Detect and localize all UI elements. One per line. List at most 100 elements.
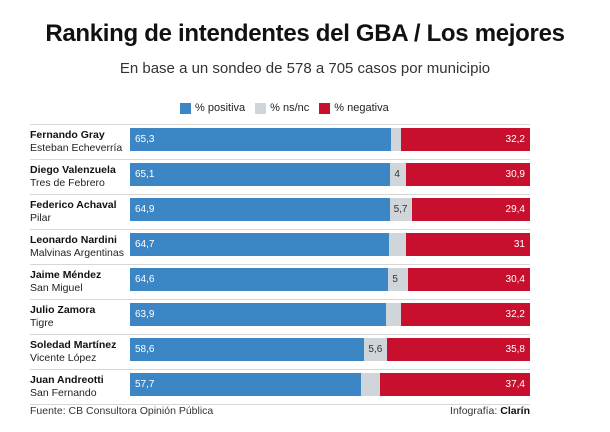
intendente-name: Diego Valenzuela [30,164,116,176]
bar-segment-negativa [408,268,530,291]
value-label-positiva: 63,9 [135,309,155,320]
value-label-negativa: 35,8 [505,344,525,355]
value-label-positiva: 64,7 [135,239,155,250]
bar-segment-nsnc [385,303,402,326]
value-label-positiva: 64,9 [135,204,155,215]
bar-segment-positiva [130,163,391,186]
intendente-name: Juan Andreotti [30,374,104,386]
bar-segment-nsnc [364,338,387,361]
bar-segment-nsnc [360,373,381,396]
row-label: Diego Valenzuela Tres de Febrero [30,164,128,190]
value-label-nsnc: 4 [394,169,400,180]
row-label: Julio Zamora Tigre [30,304,128,330]
bar-segment-nsnc [391,128,402,151]
stacked-bar: 63,9 32,2 [130,303,530,326]
legend-label-nsnc: % ns/nc [270,102,310,114]
footer-source: Fuente: CB Consultora Opinión Pública [30,405,214,417]
bar-segment-positiva [130,303,386,326]
row-label: Leonardo Nardini Malvinas Argentinas [30,234,128,260]
chart-row: Julio Zamora Tigre 63,9 32,2 [30,300,530,335]
chart-title: Ranking de intendentes del GBA / Los mej… [45,20,565,47]
legend-item-positiva: % positiva [180,102,245,114]
chart-row: Soledad Martínez Vicente López 58,6 5,6 35,8 [30,335,530,370]
bar-segment-nsnc [389,198,413,221]
value-label-nsnc: 5,6 [368,344,383,355]
bar-segment-negativa [401,128,530,151]
value-label-negativa: 30,4 [505,274,525,285]
stacked-bar: 64,6 5 30,4 [130,268,530,291]
footer-credit-name: Clarín [500,405,530,417]
municipio-name: Tigre [30,317,54,329]
municipio-name: Tres de Febrero [30,177,105,189]
chart-row: Diego Valenzuela Tres de Febrero 65,1 4 30,9 [30,160,530,195]
legend-label-negativa: % negativa [334,102,389,114]
value-label-nsnc: 5 [392,274,398,285]
bar-segment-positiva [130,128,392,151]
row-label: Soledad Martínez Vicente López [30,339,128,365]
chart-row: Jaime Méndez San Miguel 64,6 5 30,4 [30,265,530,300]
footer-credit: Infografía: Clarín [450,405,530,417]
bar-segment-negativa [406,163,530,186]
value-label-positiva: 65,1 [135,169,155,180]
bar-segment-negativa [406,233,530,256]
value-label-negativa: 31 [513,239,525,250]
row-label: Jaime Méndez San Miguel [30,269,128,295]
legend-swatch-nsnc [255,102,267,114]
municipio-name: San Miguel [30,282,83,294]
intendente-name: Fernando Gray [30,129,105,141]
legend: % positiva % ns/nc % negativa [180,102,399,114]
value-label-positiva: 65,3 [135,134,155,145]
value-label-positiva: 58,6 [135,344,155,355]
bar-segment-nsnc [388,233,406,256]
value-label-negativa: 29,4 [505,204,525,215]
chart-subtitle: En base a un sondeo de 578 a 705 casos p… [119,60,491,77]
intendente-name: Julio Zamora [30,304,96,316]
bar-segment-negativa [412,198,530,221]
stacked-bar: 65,3 32,2 [130,128,530,151]
stacked-bar: 58,6 5,6 35,8 [130,338,530,361]
intendente-name: Leonardo Nardini [30,234,117,246]
legend-item-nsnc: % ns/nc [255,102,309,114]
chart-row: Fernando Gray Esteban Echeverría 65,3 32,2 [30,124,530,160]
value-label-positiva: 64,6 [135,274,155,285]
chart-row: Leonardo Nardini Malvinas Argentinas 64,7 3… [30,230,530,265]
intendente-name: Jaime Méndez [30,269,102,281]
row-label: Federico Achaval Pilar [30,199,128,225]
value-label-negativa: 32,2 [505,134,525,145]
value-label-negativa: 37,4 [505,379,525,390]
footer-credit-prefix: Infografía: [450,405,498,417]
bar-segment-positiva [130,268,389,291]
bar-segment-positiva [130,373,361,396]
municipio-name: Vicente López [30,352,97,364]
value-label-negativa: 30,9 [505,169,525,180]
legend-swatch-positiva [180,102,191,114]
bar-segment-negativa [386,338,530,361]
row-label: Fernando Gray Esteban Echeverría [30,129,128,155]
row-label: Juan Andreotti San Fernando [30,374,128,400]
municipio-name: Pilar [30,212,52,224]
intendente-name: Soledad Martínez [30,339,117,351]
chart-rows: Fernando Gray Esteban Echeverría 65,3 32,2 D… [30,124,530,405]
chart-row: Federico Achaval Pilar 64,9 5,7 29,4 [30,195,530,230]
intendente-name: Federico Achaval [30,199,117,211]
stacked-bar: 64,9 5,7 29,4 [130,198,530,221]
municipio-name: San Fernando [30,387,97,399]
stacked-bar: 65,1 4 30,9 [130,163,530,186]
municipio-name: Malvinas Argentinas [30,247,124,259]
stacked-bar: 57,7 37,4 [130,373,530,396]
municipio-name: Esteban Echeverría [30,142,123,154]
legend-item-negativa: % negativa [319,102,389,114]
stacked-bar: 64,7 31 [130,233,530,256]
bar-segment-negativa [401,303,530,326]
value-label-negativa: 32,2 [505,309,525,320]
value-label-positiva: 57,7 [135,379,155,390]
chart-row: Juan Andreotti San Fernando 57,7 37,4 [30,370,530,405]
bar-segment-nsnc [388,268,409,291]
bar-segment-negativa [380,373,530,396]
legend-swatch-negativa [319,102,331,114]
bar-segment-positiva [130,233,389,256]
bar-segment-positiva [130,198,390,221]
bar-segment-positiva [130,338,365,361]
bar-segment-nsnc [390,163,407,186]
legend-label-positiva: % positiva [195,102,246,114]
